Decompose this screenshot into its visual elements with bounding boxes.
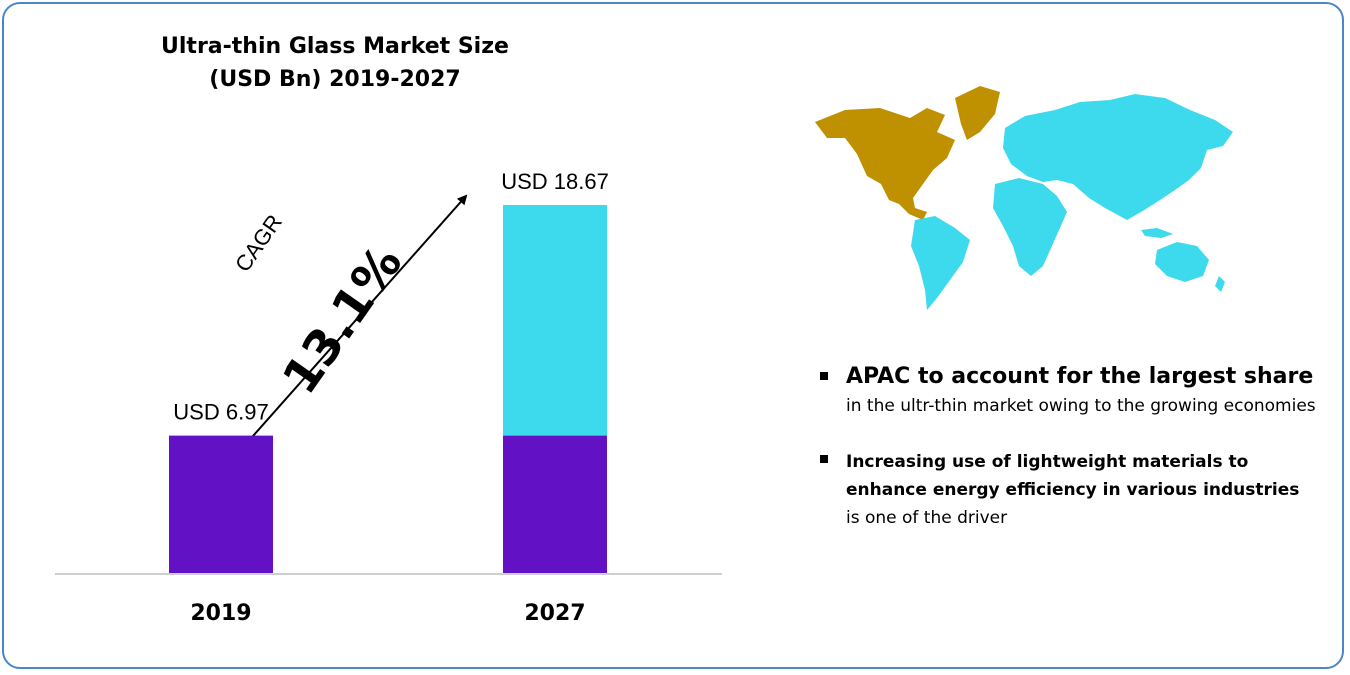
australia-shape xyxy=(1155,242,1209,282)
bar-group: USD 6.97 2019 USD 18.67 2027 xyxy=(169,169,609,626)
bar-chart: USD 6.97 2019 USD 18.67 2027 xyxy=(55,169,722,626)
bar-2019-base xyxy=(169,435,273,573)
cagr-arrow xyxy=(220,194,468,473)
new-zealand-shape xyxy=(1215,276,1225,292)
north-america-shape xyxy=(815,108,955,220)
bullet-item-apac: APAC to account for the largest share in… xyxy=(818,362,1318,420)
bullet-apac-text: in the ultr-thin market owing to the gro… xyxy=(846,396,1316,416)
rest-of-world-region xyxy=(911,94,1233,310)
chart-title: Ultra-thin Glass Market Size (USD Bn) 20… xyxy=(95,30,575,96)
value-label-2019: USD 6.97 xyxy=(173,400,268,425)
greenland-shape xyxy=(955,86,1000,140)
chart-title-line2: (USD Bn) 2019-2027 xyxy=(209,67,461,92)
bullet-square-icon xyxy=(820,372,828,380)
south-america-shape xyxy=(911,216,970,310)
indonesia-shape xyxy=(1141,228,1173,238)
africa-shape xyxy=(993,178,1067,276)
bullet-square-icon xyxy=(820,455,828,463)
bar-2027-growth xyxy=(503,205,607,436)
category-label-2019: 2019 xyxy=(190,601,251,626)
bullet-lightweight-text: is one of the driver xyxy=(846,508,1008,528)
bar-2027-base xyxy=(503,435,607,573)
bullet-list: APAC to account for the largest share in… xyxy=(818,362,1318,532)
value-label-2027: USD 18.67 xyxy=(501,169,609,194)
north-america-region xyxy=(815,86,1000,220)
europe-asia-shape xyxy=(1003,94,1233,220)
bullet-lightweight-heading: Increasing use of lightweight materials … xyxy=(846,452,1300,500)
bullet-item-lightweight: Increasing use of lightweight materials … xyxy=(818,448,1318,532)
bullet-apac-heading: APAC to account for the largest share xyxy=(846,364,1314,389)
category-label-2027: 2027 xyxy=(524,601,585,626)
world-map xyxy=(815,86,1233,310)
chart-title-line1: Ultra-thin Glass Market Size xyxy=(161,34,509,59)
